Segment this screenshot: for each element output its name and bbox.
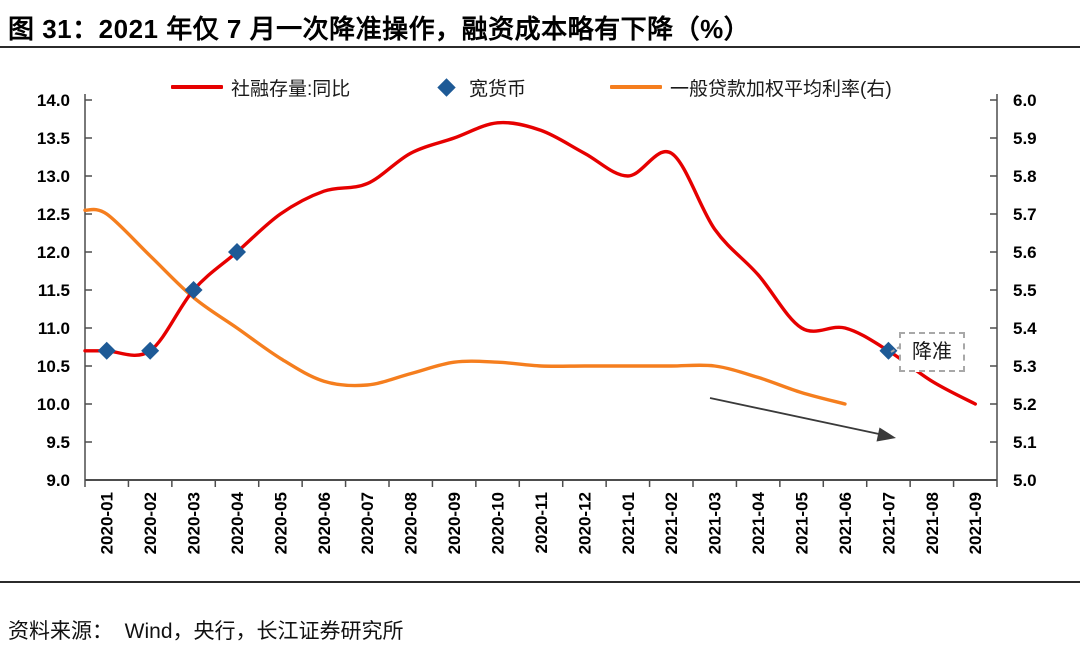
svg-text:11.0: 11.0 xyxy=(38,319,70,338)
diamond-marker-swatch xyxy=(437,77,456,97)
svg-text:2020-08: 2020-08 xyxy=(402,492,421,554)
diamond-marker xyxy=(141,341,160,360)
figure-bottom-divider xyxy=(0,581,1080,583)
svg-text:9.0: 9.0 xyxy=(46,471,70,490)
svg-text:2021-07: 2021-07 xyxy=(879,492,898,554)
legend-item-broad-money: 宽货币 xyxy=(437,77,526,100)
orange-line-swatch xyxy=(610,85,662,89)
svg-text:2021-01: 2021-01 xyxy=(619,492,638,554)
svg-text:2021-06: 2021-06 xyxy=(836,492,855,554)
annotation-connector xyxy=(890,344,904,353)
svg-text:13.5: 13.5 xyxy=(37,129,70,148)
svg-text:9.5: 9.5 xyxy=(46,433,70,452)
svg-text:2020-10: 2020-10 xyxy=(489,492,508,554)
svg-text:2020-02: 2020-02 xyxy=(141,492,160,554)
svg-text:5.9: 5.9 xyxy=(1013,129,1037,148)
legend-label: 宽货币 xyxy=(469,78,527,100)
legend-item-sf-stock: 社融存量:同比 xyxy=(171,77,350,100)
svg-text:13.0: 13.0 xyxy=(37,167,70,186)
svg-text:2020-05: 2020-05 xyxy=(271,492,290,554)
svg-text:5.0: 5.0 xyxy=(1013,471,1037,490)
diamond-marker xyxy=(97,341,116,360)
legend-label: 社融存量:同比 xyxy=(231,78,351,100)
svg-text:2020-12: 2020-12 xyxy=(575,492,594,554)
source-note: 资料来源： Wind，央行，长江证券研究所 xyxy=(8,620,404,643)
svg-text:5.5: 5.5 xyxy=(1013,281,1037,300)
diamond-marker xyxy=(184,281,203,299)
svg-text:2020-07: 2020-07 xyxy=(358,492,377,554)
svg-text:2020-06: 2020-06 xyxy=(315,492,334,554)
trend-arrow xyxy=(709,397,896,442)
svg-text:12.5: 12.5 xyxy=(37,205,70,224)
svg-text:14.0: 14.0 xyxy=(37,91,70,110)
diamond-marker xyxy=(228,243,246,261)
legend-label: 一般贷款加权平均利率(右) xyxy=(670,78,892,100)
loan-rate-line xyxy=(83,207,847,406)
axis-ticks xyxy=(84,99,998,487)
svg-text:11.5: 11.5 xyxy=(38,281,70,300)
svg-text:6.0: 6.0 xyxy=(1013,91,1037,110)
rrr-cut-annotation: 降准 xyxy=(899,332,965,372)
svg-text:5.1: 5.1 xyxy=(1013,433,1037,452)
broad-money-diamonds xyxy=(97,243,898,360)
svg-text:2021-09: 2021-09 xyxy=(966,492,985,554)
sf-stock-line xyxy=(83,120,977,406)
svg-text:2021-08: 2021-08 xyxy=(923,492,942,554)
diamond-marker xyxy=(879,341,898,360)
axis-tick-labels: 14.0 13.5 13.0 12.5 12.0 11.5 11.0 10.5 10.0 9.5 9… xyxy=(37,91,1037,490)
x-axis-labels: 2020-01 2020-02 2020-03 2020-04 2020-05 2020-… xyxy=(98,491,986,554)
svg-text:5.4: 5.4 xyxy=(1013,319,1037,338)
svg-text:10.5: 10.5 xyxy=(37,357,70,376)
svg-text:5.6: 5.6 xyxy=(1013,243,1037,262)
svg-text:10.0: 10.0 xyxy=(37,395,70,414)
svg-text:2021-04: 2021-04 xyxy=(749,491,768,554)
svg-text:2020-04: 2020-04 xyxy=(228,491,247,554)
axes xyxy=(84,94,998,481)
svg-text:5.2: 5.2 xyxy=(1013,395,1037,414)
figure-title: 图 31：2021 年仅 7 月一次降准操作，融资成本略有下降（%） xyxy=(8,14,751,44)
legend-item-loan-rate: 一般贷款加权平均利率(右) xyxy=(610,77,892,100)
svg-text:12.0: 12.0 xyxy=(37,243,70,262)
svg-text:2020-11: 2020-11 xyxy=(532,492,551,553)
svg-text:2021-02: 2021-02 xyxy=(662,492,681,554)
red-line-swatch xyxy=(171,85,223,89)
svg-text:2021-05: 2021-05 xyxy=(793,492,812,554)
svg-text:2021-03: 2021-03 xyxy=(706,492,725,554)
svg-text:2020-03: 2020-03 xyxy=(185,492,204,554)
title-divider xyxy=(0,46,1080,48)
svg-text:2020-01: 2020-01 xyxy=(98,492,117,554)
svg-text:5.7: 5.7 xyxy=(1013,205,1037,224)
svg-text:5.8: 5.8 xyxy=(1013,167,1037,186)
svg-text:5.3: 5.3 xyxy=(1013,357,1037,376)
svg-text:2020-09: 2020-09 xyxy=(445,492,464,554)
